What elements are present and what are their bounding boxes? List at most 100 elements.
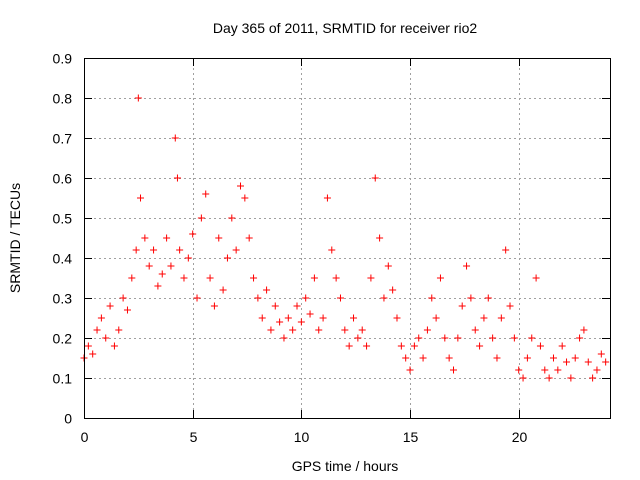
data-point bbox=[402, 354, 410, 362]
data-point bbox=[97, 314, 105, 322]
data-point bbox=[432, 314, 440, 322]
x-tick-label: 5 bbox=[190, 429, 198, 445]
data-point bbox=[354, 334, 362, 342]
data-point bbox=[280, 334, 288, 342]
data-point bbox=[267, 326, 275, 334]
data-points bbox=[80, 94, 610, 382]
data-point bbox=[358, 326, 366, 334]
chart-title: Day 365 of 2011, SRMTID for receiver rio… bbox=[213, 20, 478, 36]
data-point bbox=[254, 294, 262, 302]
data-point bbox=[384, 262, 392, 270]
data-point bbox=[363, 342, 371, 350]
data-point bbox=[571, 354, 579, 362]
data-point bbox=[589, 374, 597, 382]
data-point bbox=[502, 246, 510, 254]
x-axis-tick-labels: 0 5 10 15 20 bbox=[81, 429, 528, 445]
data-point bbox=[471, 326, 479, 334]
data-point bbox=[171, 134, 179, 142]
y-tick-label: 0.4 bbox=[53, 251, 73, 267]
data-point bbox=[258, 314, 266, 322]
y-tick-label: 0.6 bbox=[53, 171, 73, 187]
data-point bbox=[106, 302, 114, 310]
data-point bbox=[328, 246, 336, 254]
data-point bbox=[397, 342, 405, 350]
data-point bbox=[515, 366, 523, 374]
data-point bbox=[584, 358, 592, 366]
data-point bbox=[476, 342, 484, 350]
data-point bbox=[497, 314, 505, 322]
data-point bbox=[202, 190, 210, 198]
data-point bbox=[154, 282, 162, 290]
data-point bbox=[134, 94, 142, 102]
y-tick-label: 0.1 bbox=[53, 371, 73, 387]
data-point bbox=[506, 302, 514, 310]
data-point bbox=[210, 302, 218, 310]
data-point bbox=[367, 274, 375, 282]
data-point bbox=[428, 294, 436, 302]
data-point bbox=[415, 334, 423, 342]
data-point bbox=[545, 374, 553, 382]
data-point bbox=[436, 274, 444, 282]
axis-ticks bbox=[84, 58, 610, 419]
y-axis-title: SRMTID / TECUs bbox=[7, 183, 23, 293]
data-point bbox=[480, 314, 488, 322]
data-point bbox=[93, 326, 101, 334]
data-point bbox=[493, 354, 501, 362]
data-point bbox=[189, 230, 197, 238]
data-point bbox=[297, 318, 305, 326]
data-point bbox=[597, 350, 605, 358]
x-tick-label: 10 bbox=[294, 429, 310, 445]
x-tick-label: 20 bbox=[512, 429, 528, 445]
data-point bbox=[206, 274, 214, 282]
data-point bbox=[458, 302, 466, 310]
data-point bbox=[89, 350, 97, 358]
data-point bbox=[145, 262, 153, 270]
data-point bbox=[232, 246, 240, 254]
data-point bbox=[184, 254, 192, 262]
data-point bbox=[150, 246, 158, 254]
data-point bbox=[410, 342, 418, 350]
data-point bbox=[167, 262, 175, 270]
data-point bbox=[441, 334, 449, 342]
data-point bbox=[245, 234, 253, 242]
data-point bbox=[467, 294, 475, 302]
plot-frame bbox=[84, 58, 611, 419]
data-point bbox=[250, 274, 258, 282]
gridlines bbox=[84, 58, 610, 418]
data-point bbox=[228, 214, 236, 222]
data-point bbox=[528, 334, 536, 342]
data-point bbox=[393, 314, 401, 322]
data-point bbox=[450, 366, 458, 374]
data-point bbox=[423, 326, 431, 334]
data-point bbox=[315, 326, 323, 334]
y-tick-label: 0.2 bbox=[53, 331, 73, 347]
data-point bbox=[193, 294, 201, 302]
data-point bbox=[173, 174, 181, 182]
data-point bbox=[158, 270, 166, 278]
y-tick-label: 0.5 bbox=[53, 211, 73, 227]
data-point bbox=[219, 286, 227, 294]
data-point bbox=[484, 294, 492, 302]
data-point bbox=[345, 342, 353, 350]
data-point bbox=[350, 314, 358, 322]
data-point bbox=[132, 246, 140, 254]
data-point bbox=[115, 326, 123, 334]
data-point bbox=[454, 334, 462, 342]
data-point bbox=[406, 366, 414, 374]
data-point bbox=[289, 326, 297, 334]
data-point bbox=[332, 274, 340, 282]
data-point bbox=[137, 194, 145, 202]
data-point bbox=[293, 302, 301, 310]
data-point bbox=[336, 294, 344, 302]
data-point bbox=[110, 342, 118, 350]
data-point bbox=[176, 246, 184, 254]
data-point bbox=[223, 254, 231, 262]
data-point bbox=[567, 374, 575, 382]
data-point bbox=[463, 262, 471, 270]
data-point bbox=[563, 358, 571, 366]
data-point bbox=[389, 286, 397, 294]
data-point bbox=[263, 286, 271, 294]
data-point bbox=[310, 274, 318, 282]
y-tick-label: 0 bbox=[64, 411, 72, 427]
